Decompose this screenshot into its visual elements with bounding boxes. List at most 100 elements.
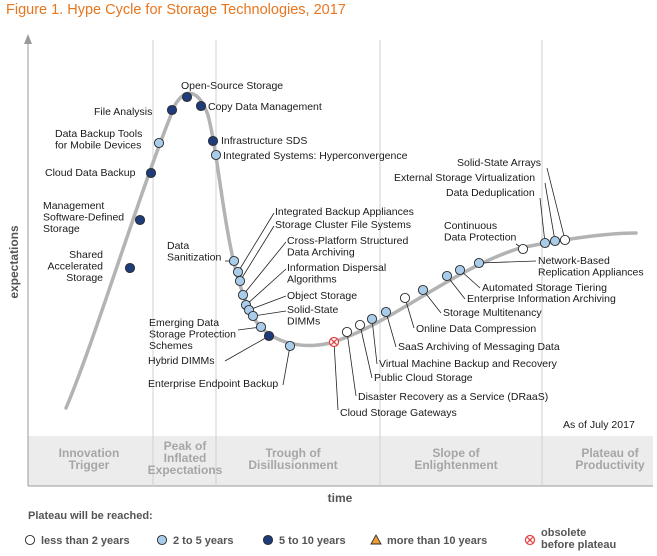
leader-line <box>248 295 287 311</box>
tech-marker <box>232 266 244 278</box>
tech-marker <box>228 255 240 267</box>
legend-obsolete-cross <box>526 536 534 544</box>
tech-label: Data Sanitization <box>167 240 221 264</box>
tech-marker <box>284 340 296 352</box>
phase-label: Peak of Inflated Expectations <box>148 439 223 477</box>
tech-label: Shared Accelerated Storage <box>48 249 104 284</box>
tech-marker <box>454 264 466 276</box>
tech-marker <box>124 262 136 274</box>
leader-line <box>239 225 275 282</box>
leader-line <box>359 324 373 379</box>
tech-marker <box>153 137 165 149</box>
obsolete-cross <box>330 338 338 346</box>
legend-marker-icon <box>24 534 36 546</box>
tech-marker <box>341 326 353 338</box>
leader-line <box>539 197 546 244</box>
legend-label: 2 to 5 years <box>173 535 234 547</box>
leader-line <box>346 331 357 397</box>
tech-label: Emerging Data Storage Protection Schemes <box>149 317 236 352</box>
tech-label: Integrated Backup Appliances <box>275 206 414 218</box>
tech-marker <box>354 319 366 331</box>
tech-marker <box>255 321 267 333</box>
leader-line <box>224 335 270 362</box>
tech-label: Online Data Compression <box>416 323 536 335</box>
tech-label: Automated Storage Tiering <box>482 282 607 294</box>
legend-marker-icon <box>262 534 274 546</box>
phase-label: Innovation Trigger <box>59 446 120 472</box>
tech-label: Continuous Data Protection <box>444 220 517 244</box>
leader-line <box>544 182 556 242</box>
legend-marker-icon <box>156 534 168 546</box>
legend-title: Plateau will be reached: <box>28 510 153 522</box>
tech-label: Public Cloud Storage <box>374 372 473 384</box>
tech-label: Network-Based Replication Appliances <box>538 255 644 279</box>
tech-label: Cloud Data Backup <box>45 167 136 179</box>
tech-label: Hybrid DIMMs <box>148 355 215 367</box>
phase-band <box>28 436 653 486</box>
tech-label: File Analysis <box>94 106 152 118</box>
tech-label: Data Deduplication <box>446 187 535 199</box>
legend-label: more than 10 years <box>387 535 487 547</box>
leader-line <box>242 241 287 296</box>
phase-label: Plateau of Productivity <box>575 446 645 472</box>
tech-label: Storage Multitenancy <box>443 307 542 319</box>
tech-label: Copy Data Management <box>208 101 322 113</box>
tech-label: Information Dispersal Algorithms <box>287 262 386 286</box>
tech-label: Open-Source Storage <box>181 80 283 92</box>
tech-label: Infrastructure SDS <box>221 135 307 147</box>
tech-marker <box>207 135 219 147</box>
leader-line <box>252 310 287 317</box>
tech-label: Solid-State Arrays <box>457 157 541 169</box>
tech-marker <box>473 257 485 269</box>
leader-line <box>385 311 397 348</box>
phase-label: Trough of Disillusionment <box>248 446 337 472</box>
tech-label: SaaS Archiving of Messaging Data <box>398 341 560 353</box>
leader-line <box>282 345 291 386</box>
tech-marker <box>234 275 246 287</box>
tech-marker <box>417 284 429 296</box>
legend-label: 5 to 10 years <box>279 535 346 547</box>
figure-title: Figure 1. Hype Cycle for Storage Technol… <box>6 2 346 18</box>
leader-line <box>237 212 275 273</box>
tech-label: Cloud Storage Gateways <box>340 407 457 419</box>
tech-marker <box>134 214 146 226</box>
tech-marker <box>517 243 529 255</box>
tech-label: Virtual Machine Backup and Recovery <box>379 358 558 370</box>
leader-line <box>245 268 287 306</box>
x-axis-label: time <box>328 491 353 505</box>
tech-marker <box>441 270 453 282</box>
tech-label: Data Backup Tools for Mobile Devices <box>55 128 142 152</box>
leader-line <box>546 167 566 241</box>
leader-line <box>478 260 537 264</box>
tech-marker <box>263 330 275 342</box>
tech-label: Cross-Platform Structured Data Archiving <box>287 235 409 259</box>
tech-marker <box>399 292 411 304</box>
y-axis-label: expectations <box>7 225 21 299</box>
leader-line <box>333 341 339 411</box>
tech-marker <box>539 237 551 249</box>
tech-marker <box>237 289 249 301</box>
tech-label: Object Storage <box>287 290 357 302</box>
tech-marker <box>380 306 392 318</box>
tech-marker <box>145 167 157 179</box>
tech-marker <box>366 313 378 325</box>
tech-marker <box>195 100 207 112</box>
leader-line <box>404 297 415 329</box>
y-axis-arrow <box>24 34 32 44</box>
tech-label: Management Software-Defined Storage <box>43 200 124 235</box>
legend-label: less than 2 years <box>41 535 130 547</box>
tech-marker <box>166 104 178 116</box>
tech-label: Integrated Systems: Hyperconvergence <box>223 150 408 162</box>
tech-label: Solid-State DIMMs <box>287 304 339 328</box>
tech-label: Enterprise Information Archiving <box>467 293 616 305</box>
tech-label: External Storage Virtualization <box>394 172 535 184</box>
legend-triangle-icon <box>370 534 382 545</box>
tech-marker <box>549 235 561 247</box>
tech-label: Disaster Recovery as a Service (DRaaS) <box>358 391 548 403</box>
tech-marker <box>181 91 193 103</box>
leader-line <box>371 318 378 365</box>
phase-label: Slope of Enlightenment <box>414 446 497 472</box>
tech-marker <box>559 234 571 246</box>
as-of-note: As of July 2017 <box>563 419 635 431</box>
